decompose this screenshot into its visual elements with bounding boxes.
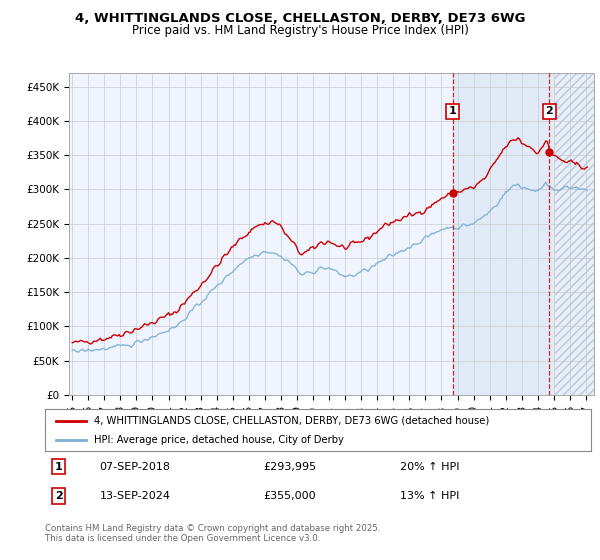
Text: £355,000: £355,000	[263, 491, 316, 501]
Bar	[555, 73, 594, 395]
Text: 2: 2	[545, 106, 553, 116]
Text: Contains HM Land Registry data © Crown copyright and database right 2025.
This d: Contains HM Land Registry data © Crown c…	[45, 524, 380, 543]
Text: HPI: Average price, detached house, City of Derby: HPI: Average price, detached house, City…	[94, 435, 344, 445]
Bar	[555, 73, 594, 395]
Text: 1: 1	[55, 461, 62, 472]
Text: 2: 2	[55, 491, 62, 501]
Text: 1: 1	[449, 106, 457, 116]
Text: 13% ↑ HPI: 13% ↑ HPI	[400, 491, 459, 501]
Text: 07-SEP-2018: 07-SEP-2018	[100, 461, 170, 472]
Bar	[452, 73, 555, 395]
Text: 4, WHITTINGLANDS CLOSE, CHELLASTON, DERBY, DE73 6WG (detached house): 4, WHITTINGLANDS CLOSE, CHELLASTON, DERB…	[94, 416, 490, 426]
Text: 20% ↑ HPI: 20% ↑ HPI	[400, 461, 460, 472]
Text: 4, WHITTINGLANDS CLOSE, CHELLASTON, DERBY, DE73 6WG: 4, WHITTINGLANDS CLOSE, CHELLASTON, DERB…	[75, 12, 525, 25]
Text: £293,995: £293,995	[263, 461, 317, 472]
Text: 13-SEP-2024: 13-SEP-2024	[100, 491, 170, 501]
Text: Price paid vs. HM Land Registry's House Price Index (HPI): Price paid vs. HM Land Registry's House …	[131, 24, 469, 36]
